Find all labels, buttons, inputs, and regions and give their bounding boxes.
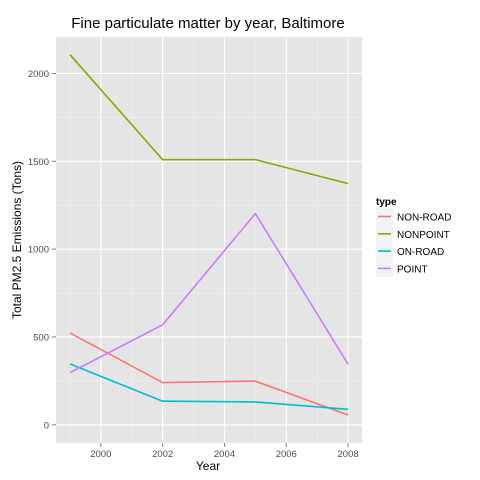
y-tick-label: 500: [33, 332, 49, 343]
y-tick-label: 0: [44, 420, 49, 431]
x-tick-label: 2008: [338, 449, 359, 460]
legend-label-on-road: ON-ROAD: [397, 247, 444, 258]
y-tick-label: 1500: [28, 157, 49, 168]
series-line-on-road: [69, 363, 349, 411]
legend: NON-ROAD NONPOINT ON-ROAD POINT: [376, 208, 451, 277]
y-axis-title: Total PM2.5 Emissions (Tons): [10, 161, 24, 319]
x-axis-ticks: 2000 2002 2004 2006 2008: [90, 443, 359, 460]
legend-title: type: [376, 197, 397, 208]
legend-label-nonpoint: NONPOINT: [397, 230, 450, 241]
plot-panel: [56, 37, 362, 443]
x-axis-title: Year: [196, 459, 220, 473]
y-tick-label: 2000: [28, 69, 49, 80]
series-lines: [69, 54, 349, 416]
series-line-point: [69, 212, 349, 374]
x-tick-label: 2006: [276, 449, 297, 460]
x-tick-label: 2000: [90, 449, 111, 460]
y-axis-ticks: 0 500 1000 1500 2000: [28, 69, 56, 431]
minor-gridlines: [56, 37, 362, 443]
x-tick-label: 2002: [152, 449, 173, 460]
y-tick-label: 1000: [28, 245, 49, 256]
major-gridlines: [56, 37, 362, 443]
chart-title: Fine particulate matter by year, Baltimo…: [71, 15, 344, 32]
series-line-non-road: [69, 332, 349, 416]
legend-label-point: POINT: [397, 264, 428, 275]
series-line-nonpoint: [69, 54, 349, 185]
legend-label-non-road: NON-ROAD: [397, 213, 451, 224]
x-tick-label: 2004: [214, 449, 235, 460]
